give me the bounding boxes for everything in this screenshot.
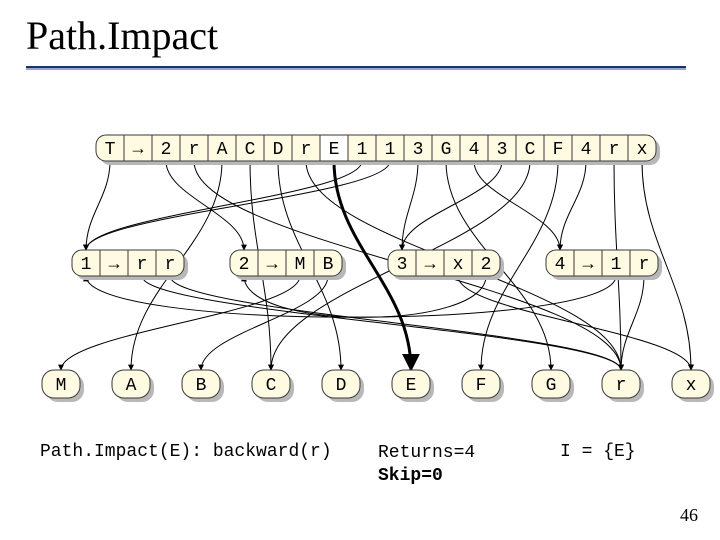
svg-text:1: 1 (81, 255, 92, 275)
svg-text:→: → (583, 255, 594, 275)
svg-text:→: → (109, 255, 120, 275)
svg-text:F: F (476, 376, 487, 396)
svg-text:→: → (133, 140, 144, 160)
page-number: 46 (680, 505, 698, 526)
svg-text:1: 1 (385, 140, 396, 160)
footer-mid: Returns=4 Skip=0 (378, 442, 475, 489)
svg-text:M: M (56, 376, 67, 396)
svg-text:3: 3 (413, 140, 424, 160)
svg-text:G: G (546, 376, 557, 396)
svg-text:D: D (273, 140, 284, 160)
svg-text:1: 1 (357, 140, 368, 160)
svg-text:r: r (301, 140, 312, 160)
svg-text:A: A (217, 140, 228, 160)
footer-left: Path.Impact(E): backward(r) (40, 442, 332, 462)
svg-text:4: 4 (555, 255, 566, 275)
svg-text:x: x (453, 255, 464, 275)
svg-text:x: x (686, 376, 697, 396)
svg-text:r: r (609, 140, 620, 160)
svg-text:2: 2 (239, 255, 250, 275)
svg-text:r: r (639, 255, 650, 275)
svg-text:4: 4 (469, 140, 480, 160)
footer-right: I = {E} (560, 442, 636, 462)
svg-text:T: T (105, 140, 116, 160)
svg-text:M: M (295, 255, 306, 275)
svg-text:r: r (137, 255, 148, 275)
svg-text:r: r (165, 255, 176, 275)
svg-text:C: C (525, 140, 536, 160)
svg-text:x: x (637, 140, 648, 160)
svg-text:B: B (196, 376, 207, 396)
svg-text:4: 4 (581, 140, 592, 160)
svg-text:G: G (441, 140, 452, 160)
svg-text:F: F (553, 140, 564, 160)
svg-text:→: → (267, 255, 278, 275)
svg-text:2: 2 (481, 255, 492, 275)
svg-text:E: E (329, 140, 340, 160)
svg-text:D: D (336, 376, 347, 396)
svg-text:C: C (266, 376, 277, 396)
svg-text:A: A (126, 376, 137, 396)
svg-text:2: 2 (161, 140, 172, 160)
footer-mid-line1: Returns=4 (378, 443, 475, 463)
svg-text:B: B (323, 255, 334, 275)
svg-text:E: E (406, 376, 417, 396)
svg-text:1: 1 (611, 255, 622, 275)
svg-text:r: r (616, 376, 627, 396)
svg-text:r: r (189, 140, 200, 160)
svg-text:3: 3 (397, 255, 408, 275)
svg-text:C: C (245, 140, 256, 160)
footer-mid-line2: Skip=0 (378, 466, 443, 486)
svg-text:→: → (425, 255, 436, 275)
svg-text:3: 3 (497, 140, 508, 160)
